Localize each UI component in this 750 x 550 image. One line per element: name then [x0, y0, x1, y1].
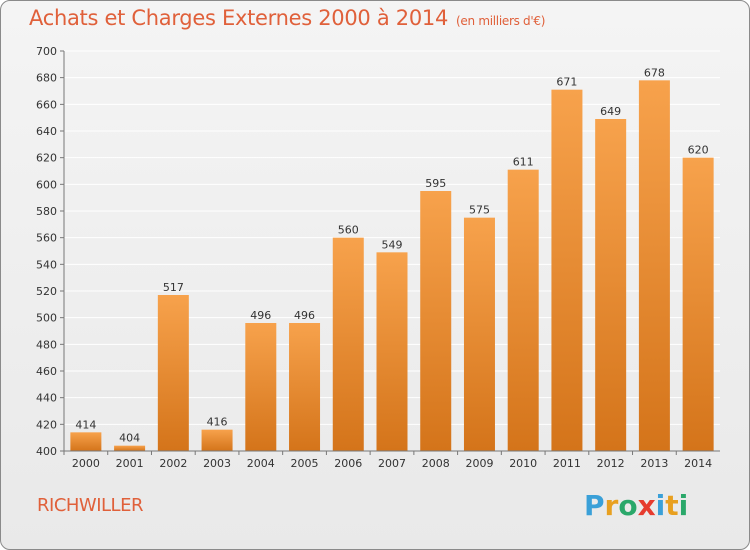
y-tick-label: 440: [36, 392, 57, 405]
data-label-2001: 404: [119, 432, 140, 445]
chart-subtitle: (en milliers d'€): [456, 14, 546, 28]
logo-letter: t: [665, 489, 679, 522]
logo-letter: P: [584, 489, 605, 522]
bar-2004: [245, 323, 277, 451]
y-tick-label: 620: [36, 152, 57, 165]
data-label-2008: 595: [425, 177, 446, 190]
data-label-2010: 611: [513, 156, 534, 169]
x-tick-label-2009: 2009: [465, 457, 493, 470]
logo-letter: i: [655, 489, 666, 522]
bar-2007: [376, 252, 408, 451]
data-label-2014: 620: [688, 144, 709, 157]
y-axis-ticks: 400 420 440 460 480 500 520 540 560 580 600 620 640 6…: [36, 45, 64, 458]
x-tick-label-2000: 2000: [72, 457, 100, 470]
data-labels: 414 404 517 416 496 496 560 549 595 575 611 671 649 6…: [75, 66, 708, 444]
y-tick-label: 580: [36, 205, 57, 218]
y-tick-label: 640: [36, 125, 57, 138]
y-tick-label: 700: [36, 45, 57, 58]
x-tick-label-2012: 2012: [597, 457, 625, 470]
bar-2009: [463, 217, 495, 451]
data-label-2000: 414: [75, 418, 96, 431]
y-tick-label: 540: [36, 258, 57, 271]
y-tick-label: 500: [36, 312, 57, 325]
x-tick-label-2014: 2014: [684, 457, 712, 470]
place-name: RICHWILLER: [37, 495, 143, 516]
x-tick-label-2003: 2003: [203, 457, 231, 470]
data-label-2009: 575: [469, 204, 490, 217]
y-tick-label: 520: [36, 285, 57, 298]
data-label-2013: 678: [644, 66, 665, 79]
y-tick-label: 660: [36, 98, 57, 111]
y-tick-label: 480: [36, 338, 57, 351]
x-tick-label-2008: 2008: [422, 457, 450, 470]
x-tick-label-2002: 2002: [159, 457, 187, 470]
bar-2000: [70, 432, 102, 451]
x-tick-label-2011: 2011: [553, 457, 581, 470]
x-tick-label-2013: 2013: [640, 457, 668, 470]
bar-2003: [201, 429, 233, 451]
bar-2006: [332, 237, 364, 451]
y-tick-label: 400: [36, 445, 57, 458]
logo-letter: o: [618, 489, 638, 522]
x-tick-label-2007: 2007: [378, 457, 406, 470]
bar-2011: [551, 89, 583, 452]
proxiti-logo: Proxiti: [584, 489, 688, 522]
bar-2010: [507, 169, 539, 451]
chart-title-text: Achats et Charges Externes 2000 à 2014: [29, 6, 449, 30]
bar-2001: [114, 445, 146, 451]
bars: [70, 80, 714, 452]
data-label-2006: 560: [338, 224, 359, 237]
x-tick-label-2001: 2001: [116, 457, 144, 470]
x-tick-label-2010: 2010: [509, 457, 537, 470]
y-tick-label: 600: [36, 178, 57, 191]
logo-letter: r: [604, 489, 619, 522]
bar-2014: [682, 157, 714, 451]
y-tick-label: 680: [36, 72, 57, 85]
data-label-2002: 517: [163, 281, 184, 294]
bar-2002: [157, 295, 189, 451]
data-label-2003: 416: [207, 416, 228, 429]
data-label-2007: 549: [382, 238, 403, 251]
data-label-2011: 671: [556, 76, 577, 89]
x-axis-ticks: 2000 2001 2002 2003 2004 2005 2006 2007 2008 2009…: [63, 451, 712, 470]
y-tick-label: 420: [36, 418, 57, 431]
y-tick-label: 460: [36, 365, 57, 378]
chart-title: Achats et Charges Externes 2000 à 2014 (e…: [29, 6, 545, 30]
bar-2005: [289, 323, 321, 451]
data-label-2012: 649: [600, 105, 621, 118]
data-label-2004: 496: [250, 309, 271, 322]
logo-letter: x: [637, 489, 656, 522]
y-tick-label: 560: [36, 232, 57, 245]
bar-2008: [420, 191, 452, 451]
bar-2013: [638, 80, 670, 451]
bar-2012: [595, 119, 627, 451]
x-tick-label-2004: 2004: [247, 457, 275, 470]
data-label-2005: 496: [294, 309, 315, 322]
x-tick-label-2006: 2006: [334, 457, 362, 470]
x-tick-label-2005: 2005: [291, 457, 319, 470]
logo-letter: i: [678, 489, 689, 522]
